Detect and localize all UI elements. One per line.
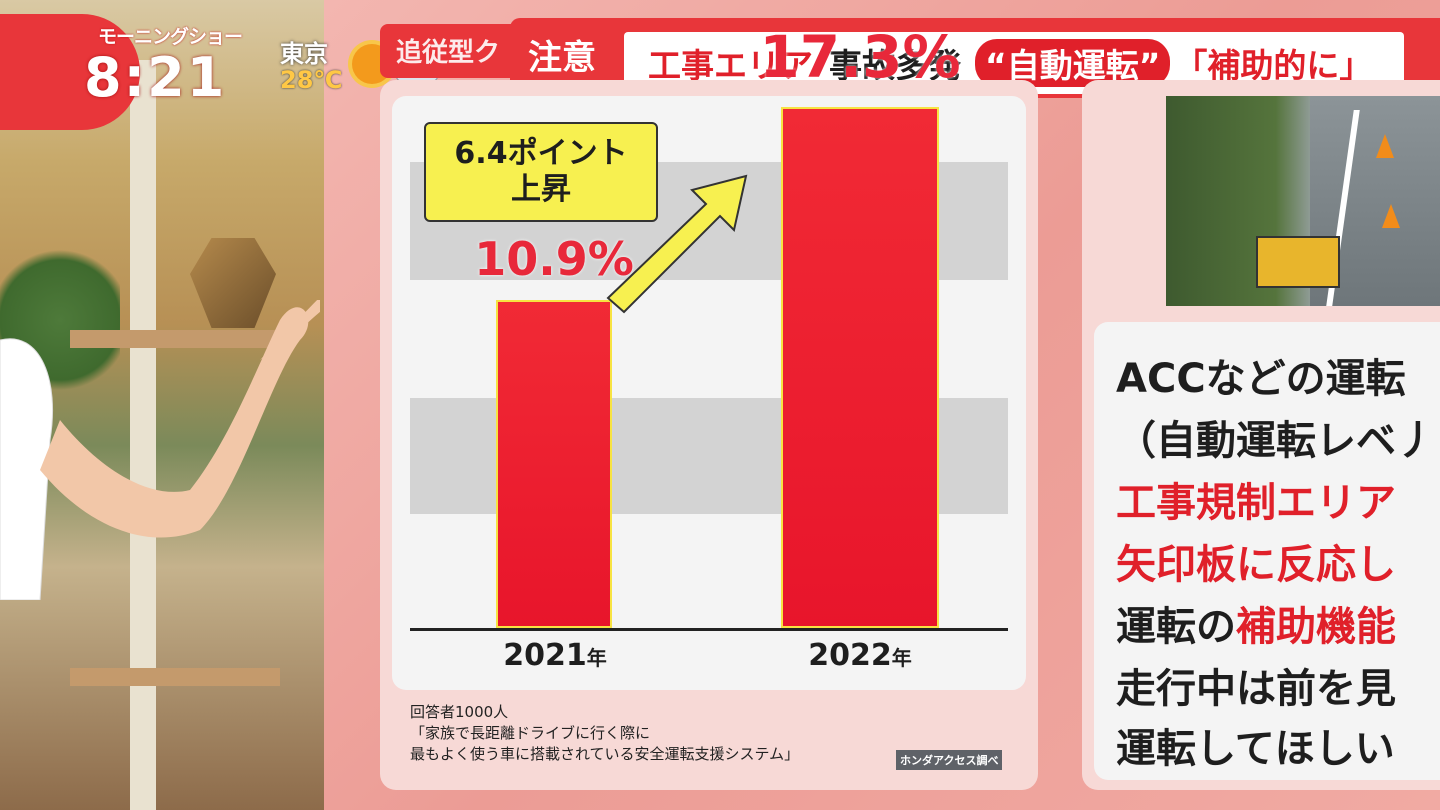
previous-banner-label: 追従型ク [396, 38, 501, 68]
photo-cone [1382, 204, 1400, 228]
clock: 8:21 [84, 46, 227, 109]
side-line-6: 走行中は前を見 [1116, 666, 1396, 712]
previous-banner [380, 24, 530, 78]
x-tick-2022: 2022年 [808, 638, 912, 673]
note-respondents: 回答者1000人 [410, 703, 509, 721]
photo-arrow-board [1256, 236, 1340, 288]
bar-2022 [781, 107, 939, 628]
studio-background [0, 0, 330, 810]
explanation-card [1094, 322, 1440, 780]
headline-part1: 工事エリア [648, 46, 813, 85]
x-axis [410, 628, 1008, 631]
note-question-2: 最もよく使う車に搭載されている安全運転支援システム」 [410, 745, 800, 763]
shelf [70, 668, 280, 686]
bar-value-2021: 10.9% [474, 232, 634, 286]
side-line-5: 運転の補助機能 [1116, 604, 1396, 650]
increase-arrow-icon [606, 174, 748, 314]
program-logo: モーニングショー [98, 26, 243, 48]
headline-part2: 事故多発 [829, 46, 961, 85]
note-question-1: 「家族で長距離ドライブに行く際に [410, 724, 651, 742]
program-logo-bg [0, 14, 140, 130]
increase-callout: 6.4ポイント 上昇 [424, 122, 658, 222]
headline-part3: “自動運転” [975, 39, 1171, 87]
weather-temperature: 28℃ [280, 66, 343, 94]
bar-value-2022: 17.3% [759, 23, 961, 91]
presenter-arm [0, 300, 320, 600]
photo-cone [1376, 134, 1394, 158]
side-line-1: ACCなどの運転 [1116, 356, 1406, 402]
callout-line2: 上昇 [511, 172, 571, 207]
side-line-2: （自動運転レベ丿 [1116, 418, 1436, 464]
side-line-3: 工事規制エリア [1116, 480, 1396, 526]
weather-city: 東京 [280, 40, 328, 68]
callout-line1: 6.4ポイント [454, 136, 628, 171]
source-credit: ホンダアクセス調べ [896, 750, 1003, 770]
headline-part4: 「補助的に」 [1174, 46, 1373, 85]
side-line-7: 運転してほしい [1116, 726, 1395, 772]
bar-2021 [496, 300, 612, 628]
shelf [70, 330, 280, 348]
side-line-4: 矢印板に反応し [1116, 542, 1396, 588]
headline-badge: 注意 [528, 38, 596, 78]
chart-notes: 回答者1000人 「家族で長距離ドライブに行く際に 最もよく使う車に搭載されてい… [410, 702, 799, 765]
x-tick-2021: 2021年 [503, 638, 607, 673]
